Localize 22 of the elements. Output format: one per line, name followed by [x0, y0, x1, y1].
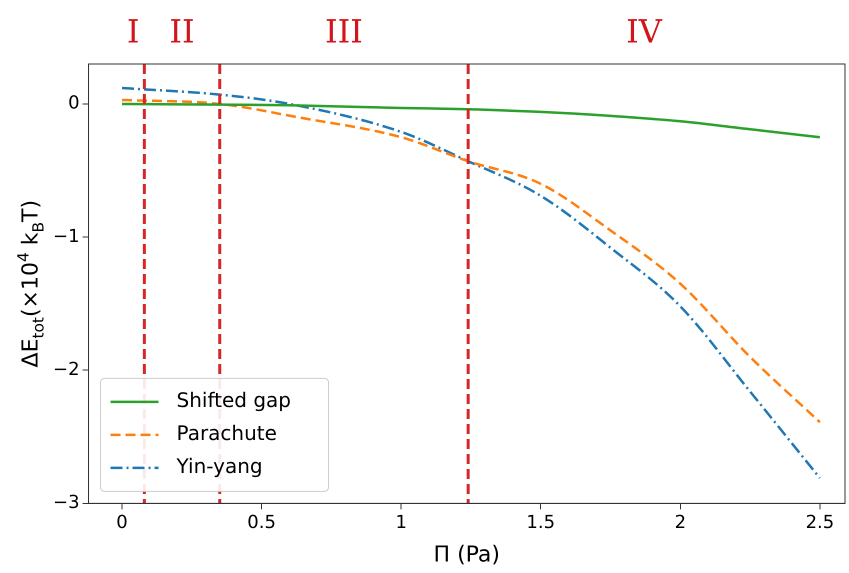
x-tick-label: 2: [674, 512, 686, 533]
x-tick-label: 0.5: [247, 512, 276, 533]
legend-label: Yin-yang: [176, 454, 263, 478]
x-axis-title: Π (Pa): [434, 542, 500, 568]
line-series: [120, 102, 822, 138]
y-tick-label: −3: [52, 492, 80, 514]
line-series: [120, 98, 822, 424]
y-tick-label: −2: [52, 358, 80, 380]
line-series: [120, 86, 822, 480]
y-tick-label: 0: [68, 92, 80, 114]
x-tick-label: 0: [116, 512, 128, 533]
x-tick-label: 1.5: [526, 512, 556, 533]
text: IV: [626, 12, 663, 50]
text: III: [324, 12, 363, 50]
text: II: [169, 12, 195, 50]
y-tick-label: −1: [52, 226, 80, 247]
legend-label: Shifted gap: [176, 388, 292, 412]
y-axis-title: ΔEtot(×104 kBT): [14, 200, 48, 368]
legend-label: Parachute: [176, 421, 277, 446]
x-tick-label: 2.5: [806, 512, 834, 533]
text: I: [126, 12, 140, 50]
x-tick-label: 1: [395, 512, 407, 533]
